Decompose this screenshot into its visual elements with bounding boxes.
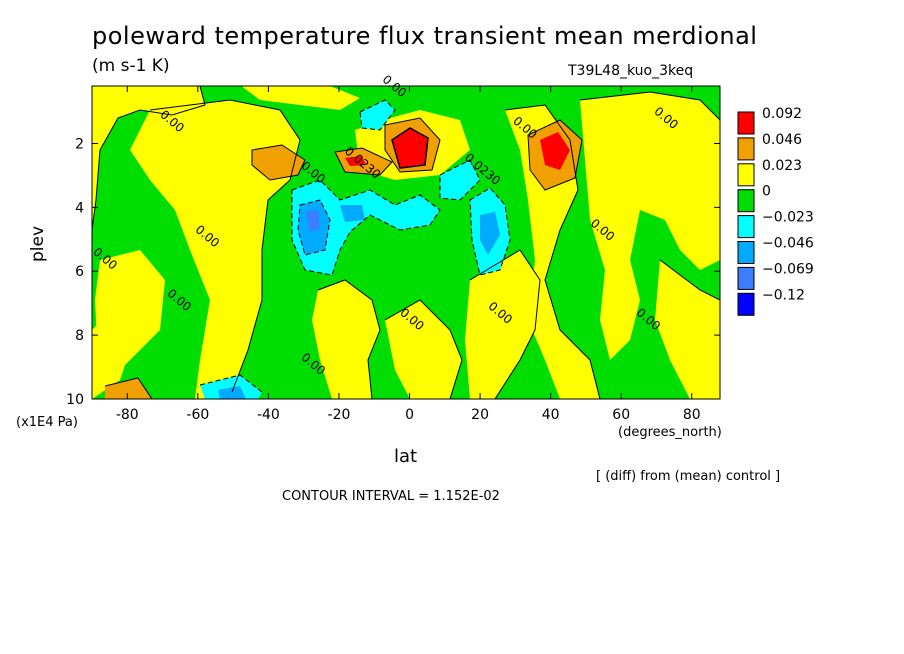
colorbar-label: 0 xyxy=(762,184,771,200)
colorbar-label: 0.023 xyxy=(762,158,802,174)
contour-fill xyxy=(92,86,720,399)
y-tick-label: 6 xyxy=(75,264,84,280)
colorbar-box xyxy=(737,163,755,187)
colorbar-box xyxy=(737,215,755,239)
plot-frame xyxy=(91,85,721,400)
x-tick-label: -60 xyxy=(186,407,209,423)
colorbar-label: 0.046 xyxy=(762,132,802,148)
chart-title: poleward temperature flux transient mean… xyxy=(92,22,758,50)
y-tick-label: 8 xyxy=(75,328,84,344)
x-tick-label: -40 xyxy=(257,407,280,423)
run-label: T39L48_kuo_3keq xyxy=(568,63,694,79)
x-tick-label: -80 xyxy=(116,407,139,423)
x-axis-label: lat xyxy=(394,446,418,467)
y-tick-label: 4 xyxy=(75,200,84,216)
x-tick-label: 20 xyxy=(471,407,489,423)
diff-note: [ (diff) from (mean) control ] xyxy=(596,469,781,484)
colorbar-label: −0.046 xyxy=(762,236,814,252)
colorbar-box xyxy=(737,189,755,213)
y-tick-label: 2 xyxy=(75,136,84,152)
colorbar-box xyxy=(737,266,755,290)
colorbar-label: −0.069 xyxy=(762,261,814,277)
x-tick-label: 60 xyxy=(612,407,630,423)
colorbar-label: 0.092 xyxy=(762,106,802,122)
y-axis: 2 4 6 8 10 xyxy=(66,136,720,408)
colorbar-box xyxy=(737,241,755,264)
colorbar-label: −0.12 xyxy=(762,287,805,303)
colorbar-box xyxy=(737,137,755,161)
x-tick-label: -20 xyxy=(328,407,351,423)
x-tick-label: 0 xyxy=(405,407,414,423)
x-axis-unit: (degrees_north) xyxy=(618,425,722,440)
colorbar-label: −0.023 xyxy=(762,210,814,226)
y-axis-unit: (x1E4 Pa) xyxy=(16,415,78,430)
colorbar-box xyxy=(737,111,755,135)
y-tick-label: 10 xyxy=(66,392,84,408)
units-label: (m s-1 K) xyxy=(92,56,170,76)
x-tick-label: 40 xyxy=(542,407,560,423)
x-tick-label: 80 xyxy=(683,407,701,423)
contour-interval: CONTOUR INTERVAL = 1.152E-02 xyxy=(282,489,500,504)
colorbar-box xyxy=(737,292,755,316)
x-axis: -80 -60 -40 -20 0 20 40 60 80 xyxy=(116,86,701,423)
